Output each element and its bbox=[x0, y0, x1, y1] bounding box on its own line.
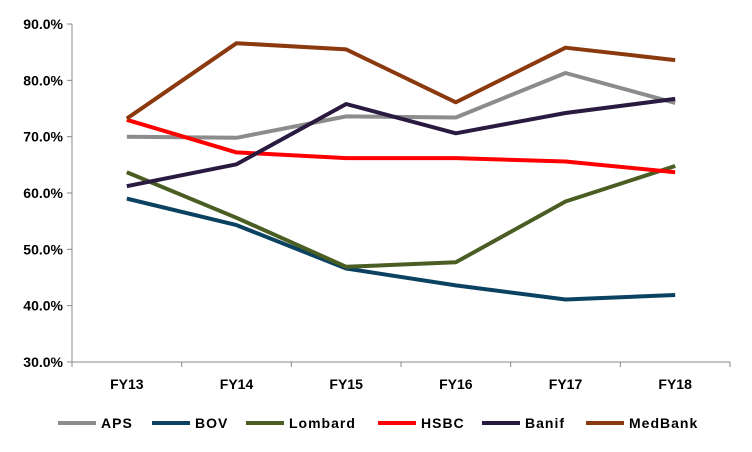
y-axis-ticks: 30.0% 40.0% 50.0% 60.0% 70.0% 80.0% 90.0% bbox=[23, 16, 72, 370]
y-tick-label: 90.0% bbox=[23, 16, 63, 32]
y-tick-label: 80.0% bbox=[23, 72, 63, 88]
series-line-hsbc bbox=[126, 117, 676, 175]
legend-item-medbank: MedBank bbox=[586, 415, 698, 431]
x-tick-label: FY13 bbox=[110, 376, 144, 392]
series-line-lombard bbox=[126, 164, 676, 269]
series-line-medbank bbox=[125, 41, 676, 121]
x-tick-label: FY16 bbox=[439, 376, 473, 392]
series-line-bov bbox=[126, 196, 676, 302]
x-tick-label: FY17 bbox=[549, 376, 583, 392]
legend-label: Lombard bbox=[289, 415, 356, 431]
y-tick-label: 70.0% bbox=[23, 129, 63, 145]
y-tick-label: 50.0% bbox=[23, 241, 63, 257]
series-lines bbox=[125, 41, 676, 302]
x-tick-label: FY14 bbox=[220, 376, 254, 392]
x-tick-label: FY15 bbox=[329, 376, 363, 392]
legend-item-banif: Banif bbox=[482, 415, 565, 431]
legend-item-hsbc: HSBC bbox=[378, 415, 465, 431]
legend-item-aps: APS bbox=[58, 415, 133, 431]
y-tick-label: 60.0% bbox=[23, 185, 63, 201]
y-tick-label: 40.0% bbox=[23, 298, 63, 314]
legend-label: Banif bbox=[525, 415, 565, 431]
legend-item-lombard: Lombard bbox=[246, 415, 356, 431]
y-tick-label: 30.0% bbox=[23, 354, 63, 370]
legend-label: BOV bbox=[195, 415, 228, 431]
series-line-aps bbox=[126, 71, 676, 140]
x-tick-label: FY18 bbox=[658, 376, 692, 392]
legend-label: MedBank bbox=[629, 415, 698, 431]
legend-label: APS bbox=[101, 415, 133, 431]
series-line-banif bbox=[126, 96, 676, 189]
x-axis-ticks: FY13 FY14 FY15 FY16 FY17 FY18 bbox=[71, 362, 731, 392]
legend-item-bov: BOV bbox=[152, 415, 228, 431]
legend-label: HSBC bbox=[421, 415, 465, 431]
chart-legend: APS BOV Lombard HSBC Banif MedBank bbox=[58, 415, 698, 431]
